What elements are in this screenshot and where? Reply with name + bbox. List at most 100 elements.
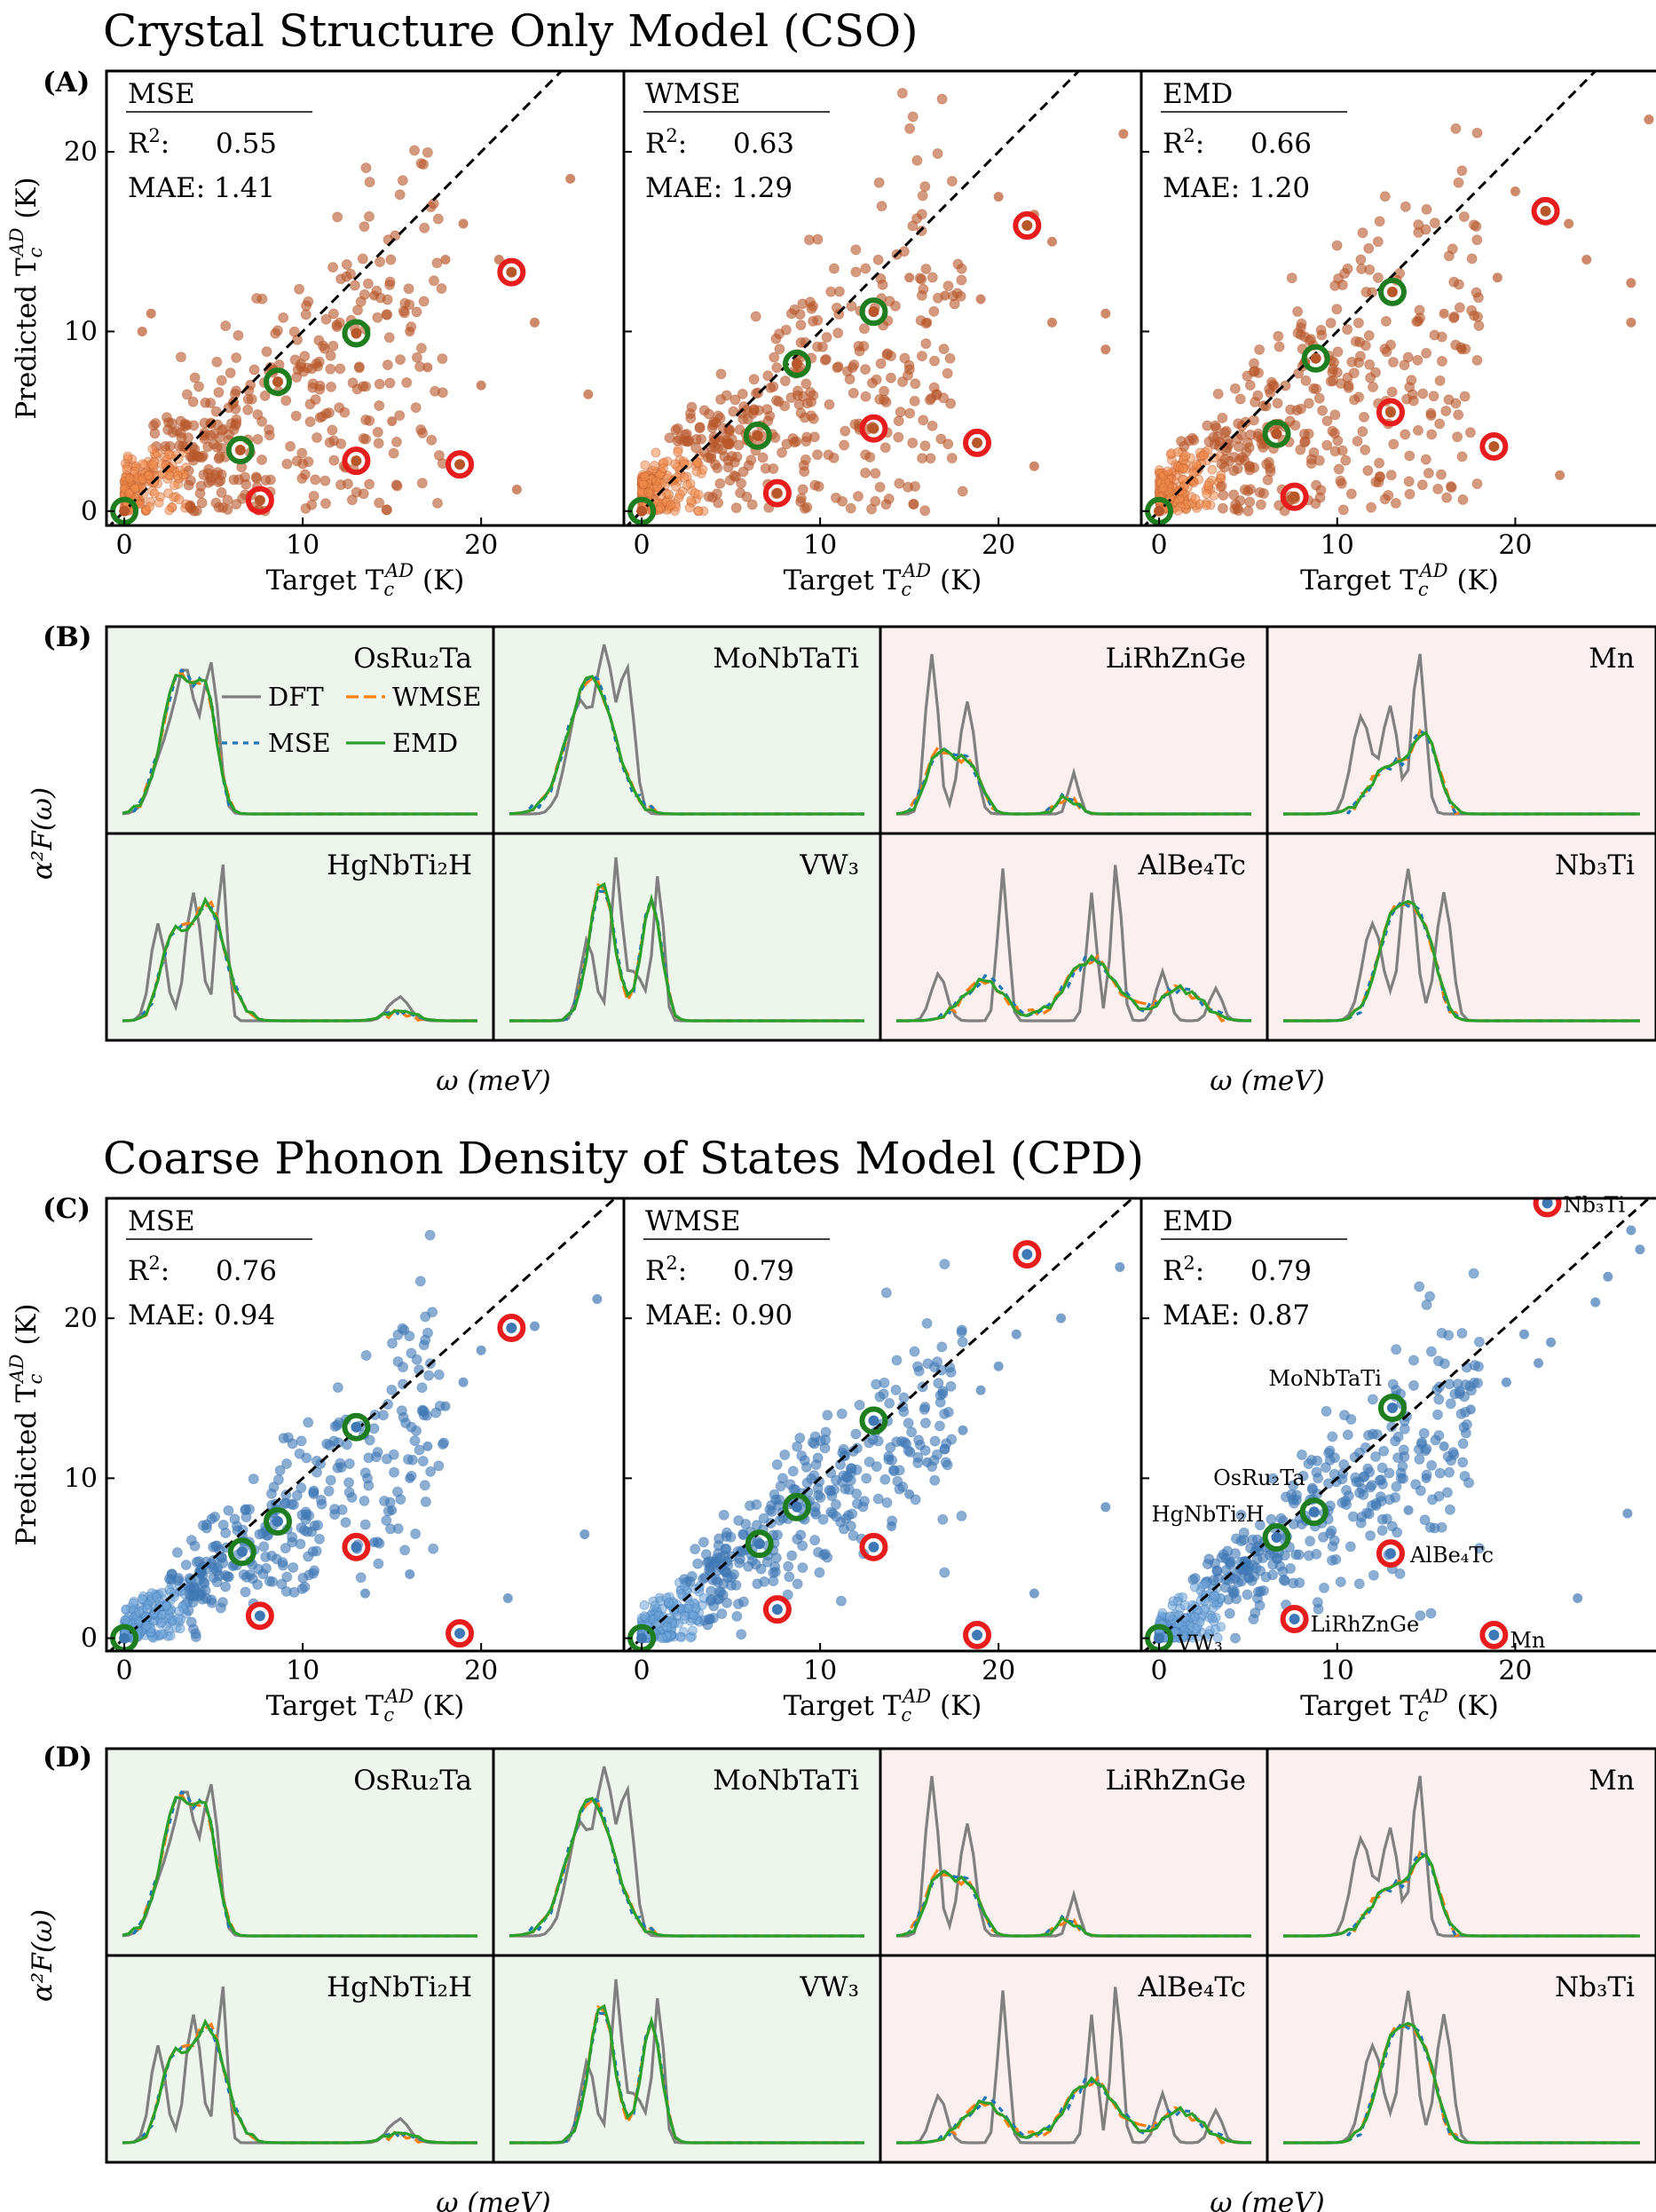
- data-point: [240, 1504, 251, 1515]
- data-point: [810, 1459, 822, 1471]
- data-point: [1333, 463, 1345, 475]
- data-point: [850, 244, 862, 256]
- y-axis-label-text: Predicted TcAD (K): [6, 177, 46, 419]
- x-axis-label-text: Target TcAD (K): [784, 560, 982, 600]
- data-point: [287, 1531, 298, 1543]
- data-point: [220, 320, 232, 332]
- data-point: [779, 1450, 791, 1461]
- series-mse-line: [122, 905, 477, 1023]
- data-point: [797, 1562, 808, 1574]
- data-point: [928, 355, 940, 367]
- x-axis-label: Target TcAD (K): [266, 560, 465, 600]
- data-point: [1202, 489, 1212, 500]
- data-point: [1296, 1450, 1307, 1461]
- data-point: [809, 1431, 821, 1442]
- highlight-bad-ring: [1531, 196, 1560, 225]
- data-point: [1163, 486, 1174, 497]
- data-point: [713, 410, 724, 422]
- data-point: [1432, 1355, 1444, 1367]
- series-mse-line: [509, 674, 864, 816]
- data-point: [301, 1452, 312, 1464]
- data-point: [784, 1571, 795, 1583]
- subplot-background: [1267, 833, 1656, 1040]
- data-point: [187, 396, 199, 407]
- data-point: [956, 1326, 967, 1338]
- data-point: [343, 1458, 355, 1470]
- highlight-bad-point: [254, 1610, 265, 1622]
- data-point: [691, 466, 702, 477]
- data-point: [1374, 216, 1385, 227]
- data-point: [1345, 488, 1357, 500]
- spectra-subplot: HgNbTi₂H: [105, 832, 495, 1042]
- data-point: [1464, 427, 1476, 438]
- data-point: [748, 374, 760, 385]
- series-dft-line: [896, 865, 1251, 1023]
- data-point: [1421, 203, 1432, 215]
- data-point: [716, 444, 728, 455]
- data-point: [690, 1544, 701, 1555]
- data-point: [1392, 1452, 1404, 1464]
- data-point: [1466, 304, 1478, 316]
- data-point: [922, 1457, 933, 1467]
- data-point: [300, 1506, 311, 1518]
- data-point: [1335, 378, 1346, 390]
- data-point: [909, 395, 920, 407]
- data-point: [1011, 1329, 1021, 1339]
- data-point: [721, 1527, 732, 1538]
- data-point: [714, 1533, 725, 1544]
- data-point: [431, 257, 443, 269]
- data-point: [256, 454, 268, 465]
- data-point: [164, 449, 175, 460]
- data-point: [721, 1543, 732, 1554]
- data-point: [1238, 1564, 1250, 1576]
- data-point: [1458, 211, 1470, 223]
- r2-label: R2:: [645, 1252, 687, 1287]
- data-point: [844, 374, 856, 385]
- data-point: [1457, 1457, 1469, 1468]
- data-point: [929, 1435, 941, 1447]
- data-point: [1408, 1355, 1419, 1366]
- data-point: [397, 175, 408, 186]
- data-point: [340, 1517, 351, 1529]
- data-point: [225, 367, 236, 379]
- data-point: [388, 1449, 399, 1460]
- data-point: [1252, 1586, 1264, 1598]
- data-point: [845, 502, 856, 514]
- mae-label: MAE: 1.41: [128, 172, 275, 204]
- data-point: [693, 506, 704, 517]
- data-point: [1329, 446, 1341, 457]
- data-point: [214, 432, 225, 444]
- data-point: [1414, 1453, 1425, 1465]
- data-point: [1179, 1600, 1190, 1610]
- data-point: [242, 404, 254, 415]
- data-point: [1372, 236, 1384, 248]
- highlight-bad-ring: [963, 428, 992, 457]
- data-point: [847, 1508, 858, 1520]
- data-point: [1295, 403, 1306, 415]
- data-point: [858, 323, 870, 335]
- data-point: [760, 462, 771, 474]
- data-point: [1244, 379, 1256, 391]
- data-point: [257, 1528, 269, 1539]
- data-point: [1218, 462, 1230, 473]
- data-point: [325, 350, 336, 361]
- subplot-background: [493, 833, 880, 1040]
- data-point: [261, 346, 272, 358]
- data-point: [324, 437, 335, 448]
- data-point: [224, 429, 235, 440]
- series-mse-line: [509, 1796, 864, 1938]
- data-point: [122, 451, 133, 462]
- data-point: [731, 451, 743, 462]
- data-point: [875, 358, 887, 369]
- data-point: [1439, 308, 1449, 319]
- x-axis-label-text: Target TcAD (K): [266, 1686, 465, 1726]
- data-point: [1190, 494, 1201, 504]
- data-point: [220, 1581, 232, 1592]
- data-point: [1325, 317, 1337, 328]
- data-point: [932, 1356, 943, 1368]
- data-point: [1313, 1603, 1324, 1615]
- highlight-bad-point: [972, 437, 983, 448]
- data-point: [1424, 1521, 1436, 1533]
- panel-letter-a: (A): [43, 67, 90, 99]
- data-point: [1293, 1549, 1305, 1560]
